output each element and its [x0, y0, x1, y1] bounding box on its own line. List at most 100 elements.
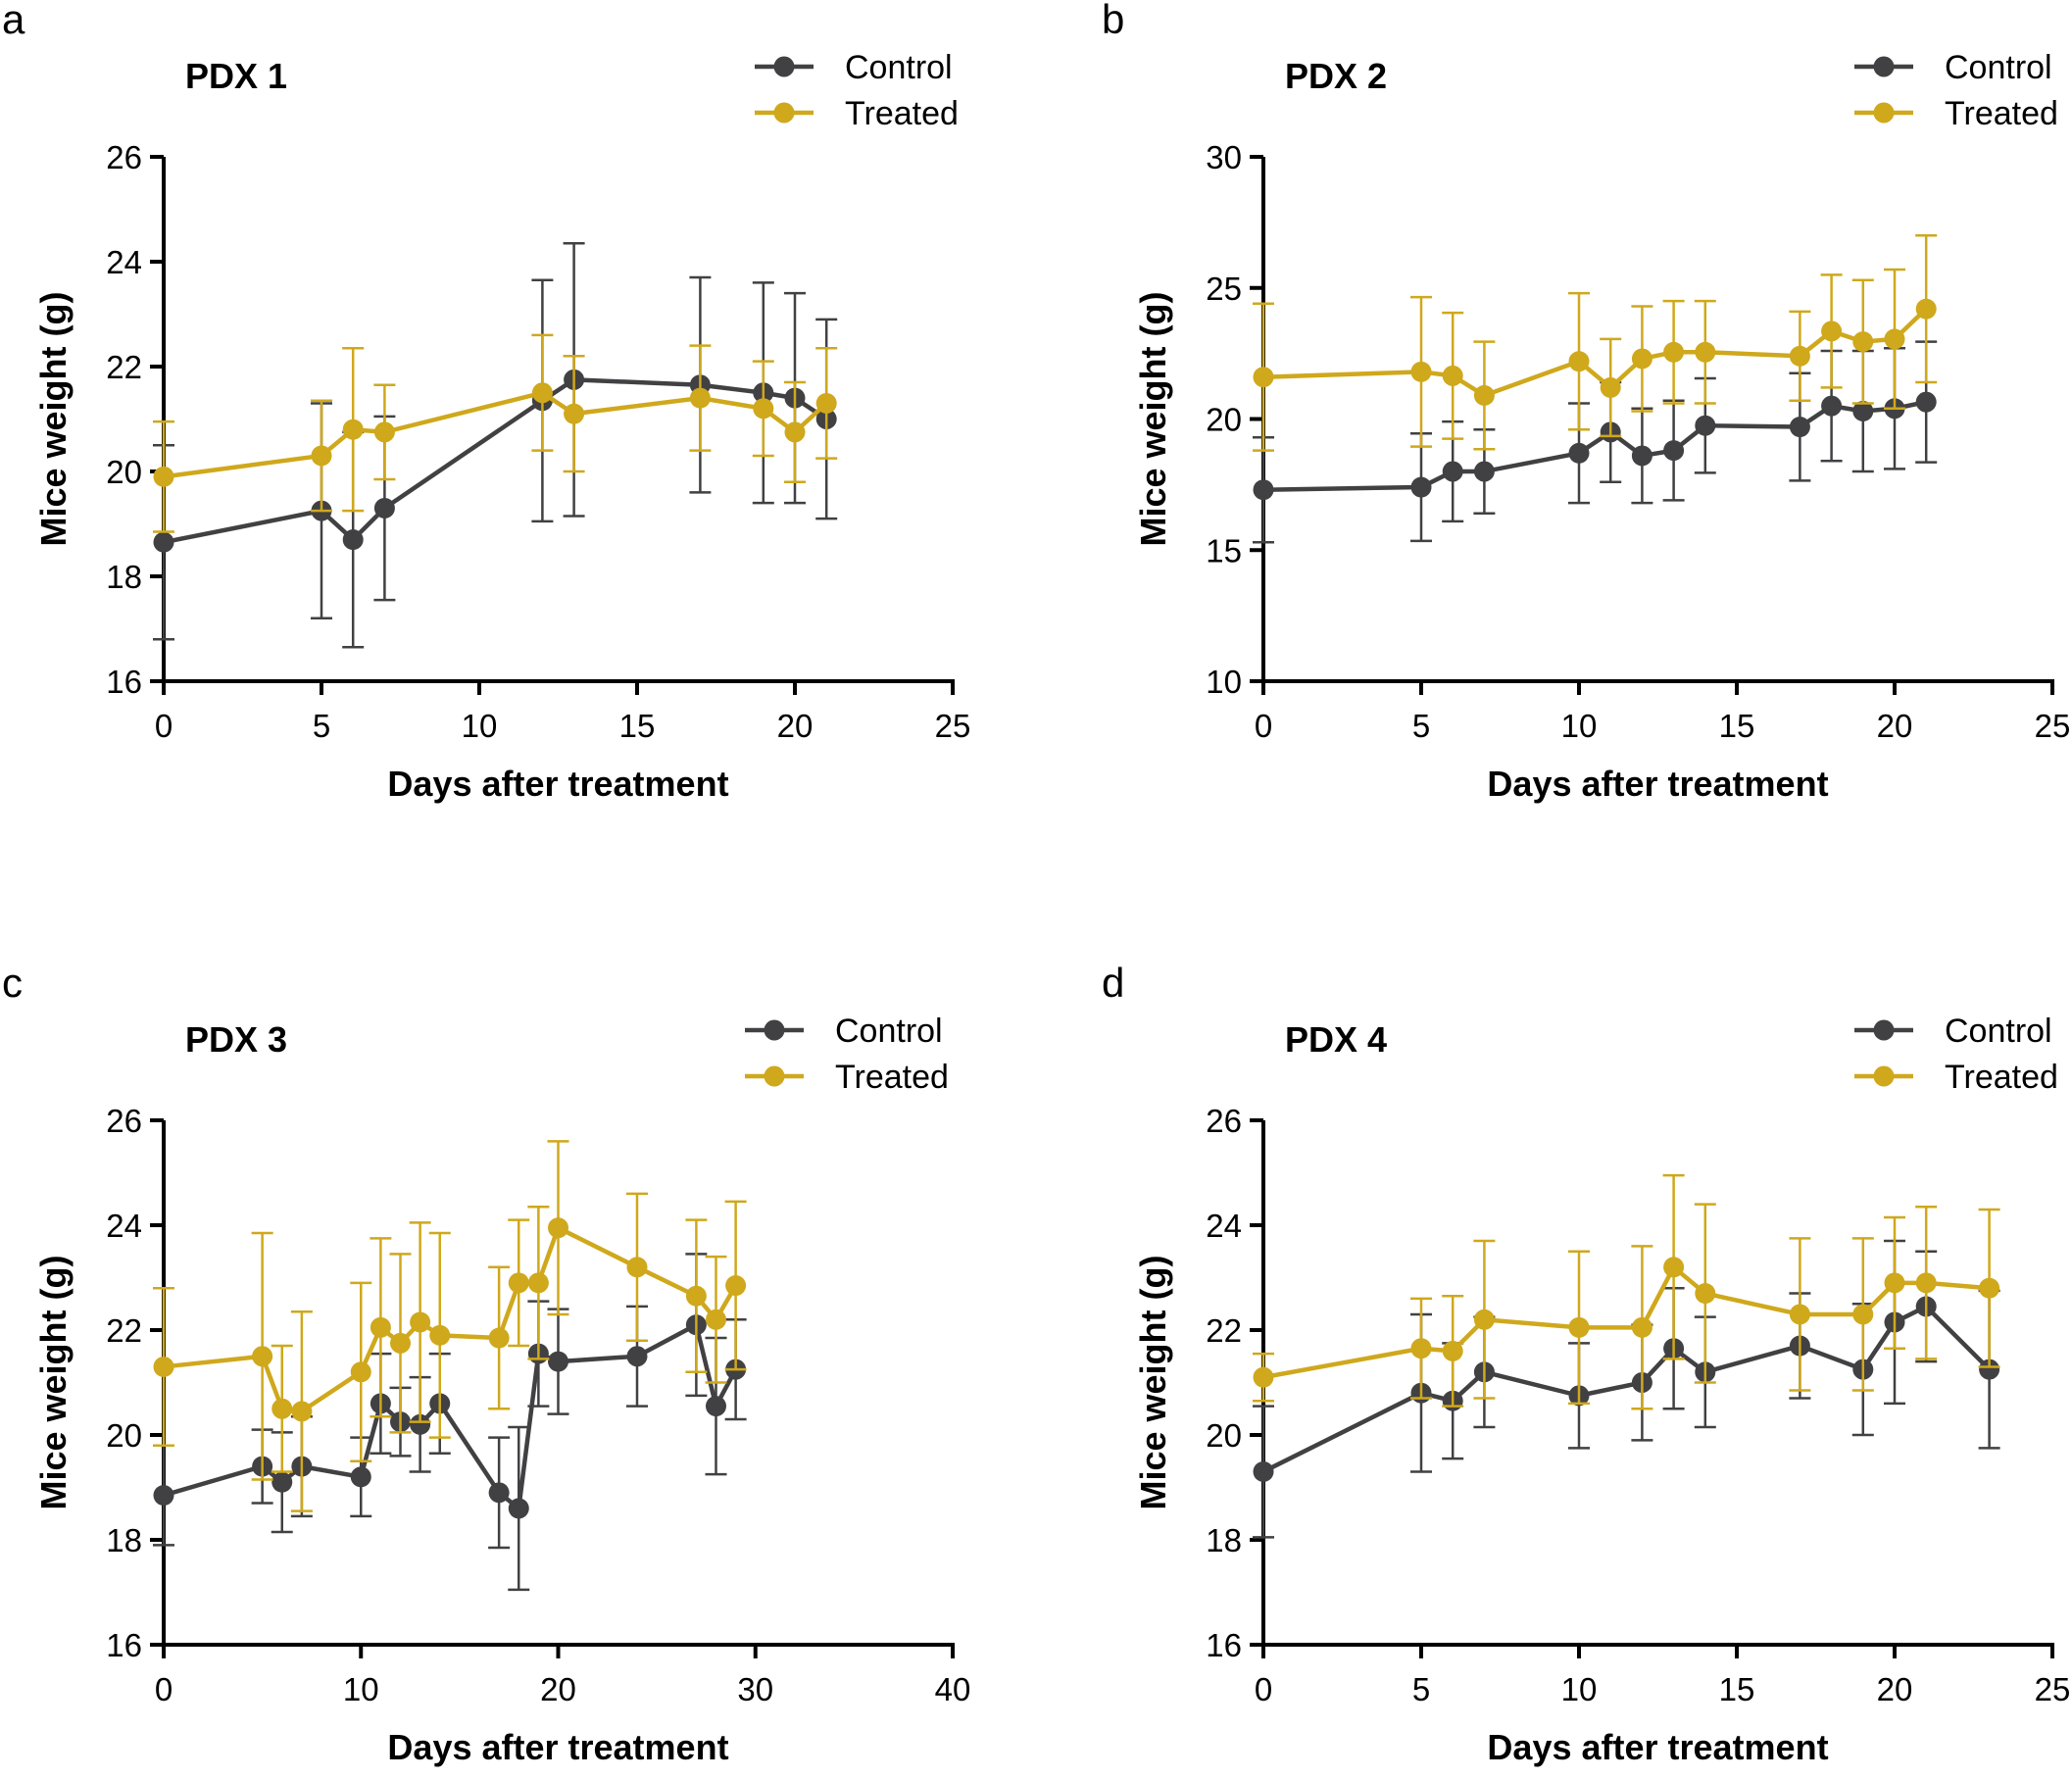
x-tick-label: 5: [1412, 1671, 1430, 1707]
panel-b: b PDX 2 10 15 20 25 30 0 5 10 15 20 25 Days after tre…: [1102, 0, 2070, 804]
legend-label-control: Control: [1945, 49, 2052, 86]
legend: Control Treated: [1854, 49, 2058, 132]
legend-label-control: Control: [835, 1013, 943, 1050]
legend-marker-treated: [1873, 102, 1895, 124]
legend-label-control: Control: [845, 49, 953, 86]
legend-marker-control: [773, 56, 795, 77]
x-tick-label: 20: [777, 708, 814, 744]
legend-label-treated: Treated: [1945, 95, 2058, 132]
x-tick-label: 15: [1719, 708, 1755, 744]
data-point: [370, 1316, 391, 1338]
data-point: [1979, 1359, 2000, 1380]
legend-marker-treated: [1873, 1065, 1895, 1087]
data-point: [1663, 440, 1685, 462]
data-point: [342, 419, 364, 440]
data-point: [548, 1351, 568, 1372]
data-point: [1979, 1277, 2000, 1299]
legend: Control Treated: [1854, 1013, 2058, 1096]
x-tick-label: 10: [1561, 708, 1598, 744]
series-treated: [153, 1140, 747, 1512]
x-tick-label: 10: [343, 1671, 379, 1707]
y-tick-label: 30: [1206, 139, 1242, 175]
data-point: [1473, 384, 1495, 406]
y-tick-label: 22: [1206, 1312, 1242, 1349]
data-point: [350, 1361, 371, 1383]
series-control: [153, 242, 838, 649]
data-point: [1410, 361, 1432, 382]
x-tick-label: 40: [935, 1671, 971, 1707]
y-tick-label: 26: [106, 1103, 142, 1139]
x-tick-label: 5: [1412, 708, 1430, 744]
chart-title: PDX 2: [1285, 56, 1387, 96]
x-axis-label: Days after treatment: [387, 764, 728, 804]
x-tick-label: 15: [619, 708, 656, 744]
y-tick-label: 20: [1206, 402, 1242, 438]
panel-c: c PDX 3 16 18 20 22 24 26 0 10 20 30 40 Days after tr…: [2, 960, 970, 1767]
data-point: [1852, 1304, 1874, 1325]
series-line: [163, 1322, 738, 1511]
legend: Control Treated: [755, 49, 959, 132]
series-line: [163, 1225, 738, 1414]
x-tick-label: 20: [540, 1671, 576, 1707]
legend-label-control: Control: [1945, 1013, 2052, 1050]
data-point: [1915, 391, 1937, 413]
legend-marker-control: [1873, 56, 1895, 77]
y-tick-label: 18: [106, 1522, 142, 1558]
data-point: [1568, 442, 1590, 464]
chart-title: PDX 3: [185, 1019, 287, 1060]
legend-label-treated: Treated: [845, 95, 959, 132]
y-axis-label: Mice weight (g): [33, 292, 74, 547]
data-point: [1568, 351, 1590, 372]
series-line: [163, 377, 828, 545]
data-point: [1695, 1283, 1716, 1305]
data-point: [784, 421, 806, 443]
data-point: [373, 497, 395, 519]
panel-letter: b: [1102, 0, 1124, 42]
y-axis-label: Mice weight (g): [33, 1256, 74, 1510]
data-point: [725, 1275, 747, 1297]
series-line: [1262, 307, 1928, 398]
x-tick-label: 25: [2035, 1671, 2071, 1707]
x-axis-label: Days after treatment: [1487, 1727, 1828, 1767]
data-point: [1884, 1272, 1905, 1294]
panel-letter: d: [1102, 960, 1124, 1006]
data-point: [689, 387, 711, 409]
series-line: [163, 390, 828, 479]
data-point: [271, 1471, 293, 1493]
panel-a: a PDX 1 16 18 20 22 24 26 0 5 10 15 20 25 Days after t…: [2, 0, 970, 804]
data-point: [1253, 479, 1274, 501]
data-point: [252, 1346, 273, 1367]
data-point: [508, 1272, 529, 1294]
x-tick-label: 5: [313, 708, 330, 744]
data-point: [153, 1356, 174, 1377]
data-point: [1631, 1316, 1653, 1338]
data-point: [390, 1332, 411, 1354]
data-point: [153, 466, 174, 487]
data-point: [488, 1327, 510, 1349]
data-point: [1631, 348, 1653, 370]
x-tick-label: 20: [1877, 708, 1913, 744]
legend-marker-treated: [764, 1065, 785, 1087]
y-tick-label: 20: [106, 454, 142, 490]
chart-title: PDX 4: [1285, 1019, 1387, 1060]
data-point: [1568, 1316, 1590, 1338]
y-tick-label: 22: [106, 1312, 142, 1349]
data-point: [429, 1324, 451, 1346]
x-tick-label: 25: [935, 708, 971, 744]
data-point: [291, 1401, 313, 1422]
panel-letter: c: [2, 960, 23, 1006]
series-control: [153, 1253, 747, 1592]
data-point: [626, 1346, 648, 1367]
data-point: [1442, 1340, 1463, 1361]
legend: Control Treated: [745, 1013, 949, 1096]
data-point: [1884, 328, 1905, 350]
data-point: [1915, 1272, 1937, 1294]
y-tick-label: 18: [106, 559, 142, 595]
data-point: [1663, 341, 1685, 363]
data-point: [1695, 341, 1716, 363]
y-tick-label: 26: [1206, 1103, 1242, 1139]
y-tick-label: 15: [1206, 532, 1242, 568]
y-axis-label: Mice weight (g): [1133, 1256, 1173, 1510]
data-point: [1253, 367, 1274, 388]
